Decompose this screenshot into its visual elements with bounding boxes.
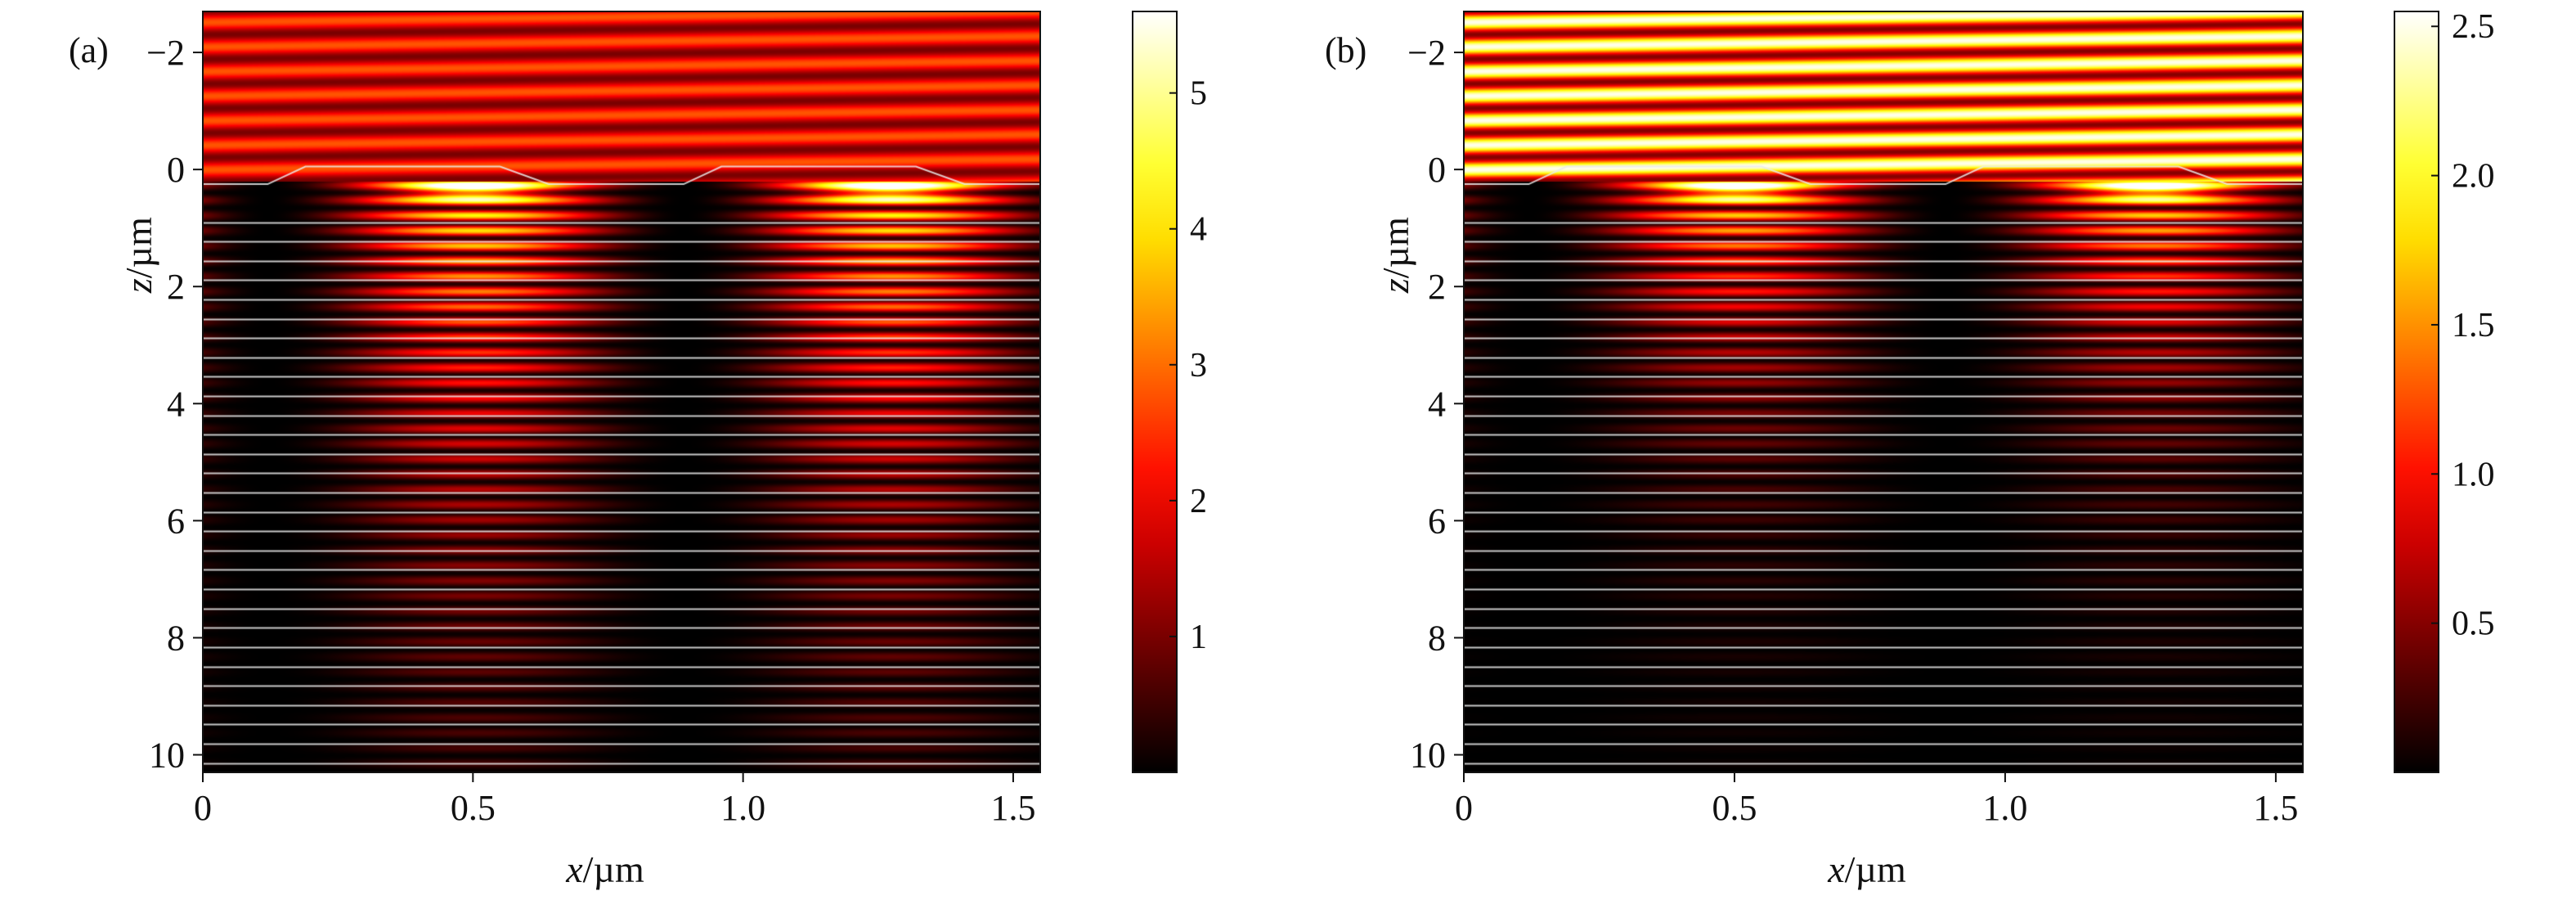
colorbar-tick-label: 1.5 xyxy=(2452,307,2495,344)
y-axis-label: z/µm xyxy=(1375,217,1416,294)
y-axis-label: z/µm xyxy=(118,217,159,294)
x-tick-label: 1.5 xyxy=(2253,788,2298,828)
y-tick-label: −2 xyxy=(1407,33,1446,73)
y-tick-label: 4 xyxy=(167,384,185,424)
y-tick-label: 10 xyxy=(149,736,185,776)
x-tick-label: 1.0 xyxy=(720,788,765,828)
y-tick-label: 6 xyxy=(167,501,185,541)
y-tick-label: 10 xyxy=(1410,736,1446,776)
x-tick-label: 1.5 xyxy=(990,788,1035,828)
x-axis-label: x/µm xyxy=(1827,848,1906,890)
y-tick-label: 2 xyxy=(167,267,185,307)
x-tick-label: 0.5 xyxy=(1712,788,1757,828)
y-tick-label: 0 xyxy=(1428,150,1446,190)
y-tick-label: 8 xyxy=(1428,618,1446,658)
colorbar-tick-label: 2.5 xyxy=(2452,8,2495,46)
field-intensity-map xyxy=(203,11,1040,772)
x-axis-label: x/µm xyxy=(565,848,644,890)
plot-frame xyxy=(1463,11,2304,773)
y-tick-label: 0 xyxy=(167,150,185,190)
colorbar-tick-label: 5 xyxy=(1190,75,1207,113)
colorbar-tick-label: 2 xyxy=(1190,483,1207,520)
y-tick-label: 4 xyxy=(1428,384,1446,424)
plot-frame xyxy=(202,11,1041,773)
x-tick-label: 1.0 xyxy=(1982,788,2027,828)
y-tick-label: 8 xyxy=(167,618,185,658)
colorbar-tick-label: 4 xyxy=(1190,211,1207,249)
x-tick-label: 0 xyxy=(194,788,212,828)
colorbar xyxy=(2394,11,2439,773)
y-tick-label: 2 xyxy=(1428,267,1446,307)
colorbar-tick-label: 3 xyxy=(1190,347,1207,385)
y-tick-label: −2 xyxy=(146,33,185,73)
x-tick-label: 0.5 xyxy=(451,788,496,828)
panel-label: (b) xyxy=(1325,30,1367,70)
colorbar xyxy=(1132,11,1178,773)
colorbar-tick-label: 0.5 xyxy=(2452,605,2495,643)
x-tick-label: 0 xyxy=(1455,788,1473,828)
colorbar-tick-label: 1 xyxy=(1190,619,1207,656)
y-tick-label: 6 xyxy=(1428,501,1446,541)
panel-label: (a) xyxy=(69,30,109,70)
colorbar-tick-label: 1.0 xyxy=(2452,456,2495,493)
field-intensity-map xyxy=(1464,11,2303,772)
colorbar-tick-label: 2.0 xyxy=(2452,158,2495,196)
